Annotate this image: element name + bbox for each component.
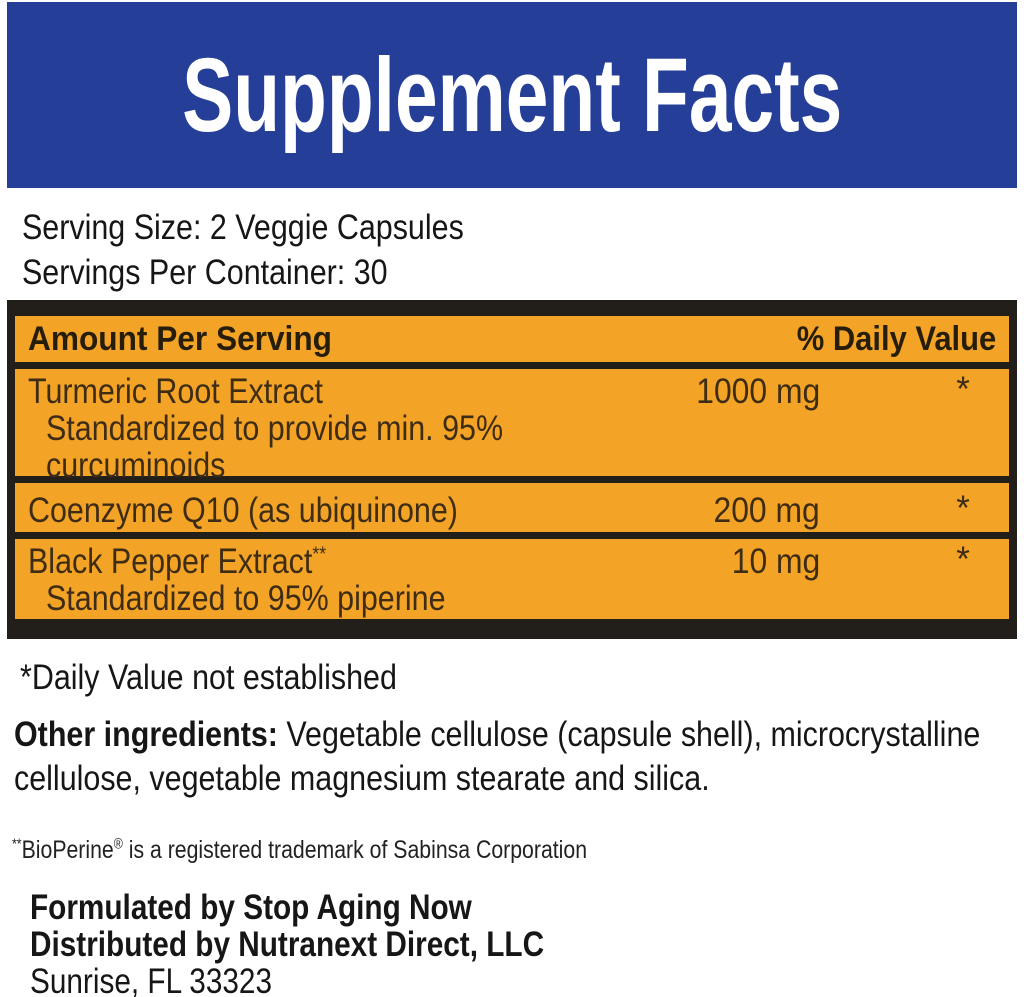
- table-row: Black Pepper Extract** Standardized to 9…: [15, 539, 1009, 619]
- ingredient-name: Turmeric Root Extract: [28, 372, 323, 411]
- ingredient-subtext: Standardized to provide min. 95%: [46, 409, 504, 448]
- table-row: Coenzyme Q10 (as ubiquinone) 200 mg *: [15, 483, 1009, 539]
- ingredient-subtext: curcuminoids: [46, 446, 226, 485]
- ingredient-amount: 200 mg: [713, 491, 820, 530]
- serving-size-text: Serving Size: 2 Veggie Capsules: [22, 208, 464, 247]
- ingredient-amount: 1000 mg: [696, 372, 820, 411]
- ingredient-amount: 10 mg: [731, 542, 820, 581]
- manufacturer-block: Formulated by Stop Aging Now Distributed…: [30, 889, 635, 997]
- double-asterisk-superscript: **: [312, 543, 327, 566]
- double-asterisk-superscript: **: [12, 836, 22, 853]
- amount-per-serving-header: Amount Per Serving: [28, 319, 332, 358]
- daily-value-footnote: *Daily Value not established: [20, 658, 397, 697]
- serving-info: Serving Size: 2 Veggie Capsules Servings…: [22, 205, 530, 295]
- ingredient-name: Black Pepper Extract**: [28, 542, 327, 581]
- formulated-by-line: Formulated by Stop Aging Now: [30, 888, 472, 927]
- table-row: Turmeric Root Extract Standardized to pr…: [15, 369, 1009, 485]
- daily-value-asterisk: *: [956, 489, 970, 528]
- bioperine-trademark-note: **BioPerine® is a registered trademark o…: [12, 836, 588, 864]
- page-title: Supplement Facts: [181, 37, 843, 154]
- table-body: Amount Per Serving % Daily Value Turmeri…: [7, 316, 1017, 619]
- daily-value-asterisk: *: [956, 540, 970, 579]
- ingredient-name: Coenzyme Q10 (as ubiquinone): [28, 491, 458, 530]
- other-ingredients: Other ingredients: Vegetable cellulose (…: [14, 713, 1024, 801]
- other-ingredients-line2: cellulose, vegetable magnesium stearate …: [14, 759, 710, 798]
- registered-mark: ®: [113, 836, 123, 853]
- daily-value-header: % Daily Value: [796, 319, 996, 358]
- table-header-row: Amount Per Serving % Daily Value: [15, 316, 1009, 369]
- other-ingredients-line1: Other ingredients: Vegetable cellulose (…: [14, 715, 981, 754]
- table-top-bar: [7, 300, 1017, 316]
- table-bottom-bar: [7, 619, 1017, 639]
- ingredient-subtext: Standardized to 95% piperine: [46, 579, 446, 618]
- servings-per-container-text: Servings Per Container: 30: [22, 253, 388, 292]
- title-band: Supplement Facts: [7, 2, 1017, 188]
- distributed-by-line: Distributed by Nutranext Direct, LLC: [30, 925, 545, 964]
- facts-table: Amount Per Serving % Daily Value Turmeri…: [7, 300, 1017, 639]
- address-line: Sunrise, FL 33323: [30, 962, 273, 997]
- daily-value-asterisk: *: [956, 370, 970, 409]
